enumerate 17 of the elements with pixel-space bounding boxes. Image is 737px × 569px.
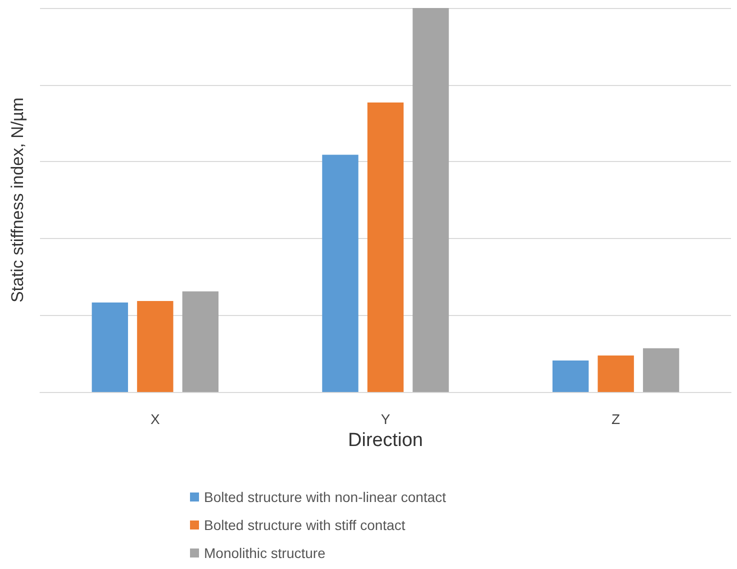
bar xyxy=(137,300,174,392)
bar xyxy=(367,102,404,392)
y-axis-title: Static stiffness index, N/µm xyxy=(8,97,27,303)
legend-label: Monolithic structure xyxy=(204,545,326,561)
bar xyxy=(92,302,128,392)
x-tick-label: Y xyxy=(380,411,391,427)
legend-label: Bolted structure with non-linear contact xyxy=(204,489,446,505)
legend-label: Bolted structure with stiff contact xyxy=(204,517,406,533)
bar xyxy=(412,8,449,392)
bar xyxy=(552,360,589,392)
x-axis-title: Direction xyxy=(348,430,423,451)
bar xyxy=(322,154,358,392)
bar xyxy=(182,291,219,392)
bar xyxy=(598,356,634,392)
x-tick-label: Z xyxy=(612,411,621,427)
x-tick-label: X xyxy=(150,411,160,427)
bar xyxy=(642,348,680,392)
